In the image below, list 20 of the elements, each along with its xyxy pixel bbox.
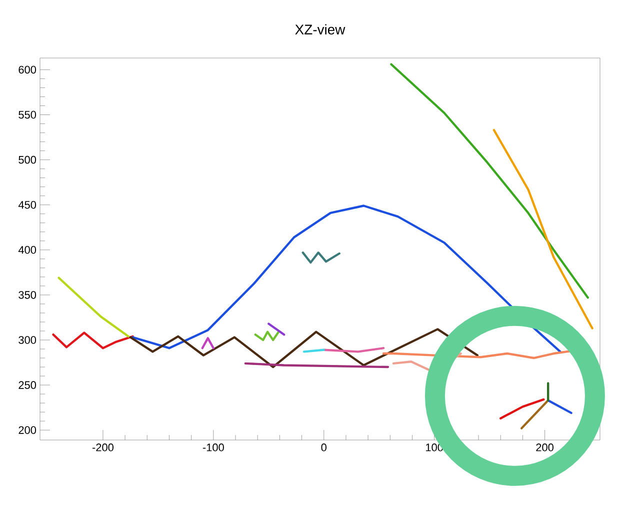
- line-series: [132, 204, 562, 353]
- y-tick-label: 550: [18, 110, 36, 119]
- x-tick-label: 0: [321, 444, 326, 452]
- x-tick-label: -200: [92, 444, 114, 452]
- line-series: [492, 128, 594, 330]
- y-tick-label: 300: [18, 336, 36, 344]
- y-tick-label: 450: [18, 200, 36, 209]
- y-tick-label: 500: [18, 156, 36, 164]
- y-tick-label: 400: [18, 246, 36, 254]
- y-tick-label: 350: [18, 291, 36, 299]
- line-series: [302, 252, 340, 264]
- line-series: [129, 328, 478, 368]
- x-tick-label: -100: [202, 444, 224, 452]
- chart-title: XZ-view: [295, 24, 346, 34]
- line-series: [390, 63, 589, 299]
- y-tick-label: 250: [18, 381, 36, 389]
- x-tick-label: 200: [536, 444, 554, 452]
- line-series: [52, 332, 134, 350]
- y-tick-label: 200: [18, 426, 36, 434]
- y-tick-label: 600: [18, 66, 36, 74]
